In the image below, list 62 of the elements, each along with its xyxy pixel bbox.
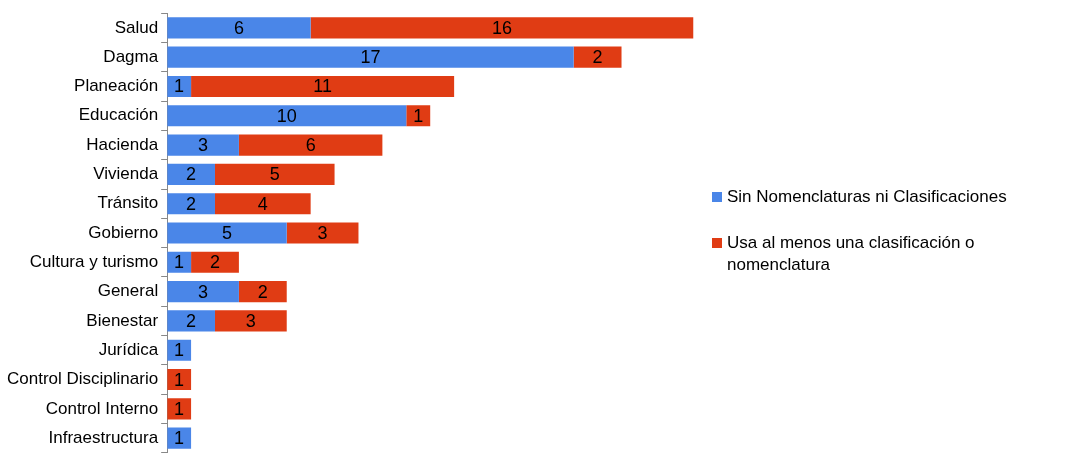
data-label: 3 xyxy=(317,222,328,243)
y-tick-label: Vivienda xyxy=(93,164,159,184)
data-label: 1 xyxy=(174,369,185,390)
bar xyxy=(167,193,215,215)
bar xyxy=(167,46,574,68)
bar xyxy=(214,163,335,185)
data-label: 1 xyxy=(174,428,185,449)
data-label: 1 xyxy=(174,340,185,361)
data-label: 5 xyxy=(221,222,232,243)
data-label: 6 xyxy=(233,17,244,38)
y-tick-label: Gobierno xyxy=(88,222,159,242)
data-label: 3 xyxy=(245,310,256,331)
bar xyxy=(167,17,311,39)
y-tick-label: Bienestar xyxy=(86,310,159,330)
y-tick-label: Hacienda xyxy=(86,134,159,154)
y-tick-label: Cultura y turismo xyxy=(29,251,159,271)
data-label: 2 xyxy=(209,252,220,273)
legend-label: Sin Nomenclaturas ni Clasificaciones xyxy=(727,186,1007,208)
data-label: 2 xyxy=(186,164,197,185)
data-label: 10 xyxy=(276,105,297,126)
data-label: 3 xyxy=(198,281,209,302)
data-label: 2 xyxy=(257,281,268,302)
bar xyxy=(167,134,239,156)
bar xyxy=(167,222,287,244)
legend-label: Usa al menos una clasificación o nomenclatura xyxy=(727,232,976,276)
bar xyxy=(191,251,239,273)
y-tick-label: Educación xyxy=(78,105,159,125)
data-label: 4 xyxy=(257,193,268,214)
bar xyxy=(214,310,287,332)
data-label: 5 xyxy=(269,164,280,185)
bar xyxy=(167,105,407,127)
data-label: 1 xyxy=(174,398,185,419)
bar xyxy=(167,310,215,332)
data-label: 1 xyxy=(413,105,424,126)
y-tick-label: Salud xyxy=(114,17,159,37)
data-label: 11 xyxy=(313,76,332,97)
data-label: 6 xyxy=(305,135,316,156)
bar xyxy=(286,222,359,244)
y-tick-label: Planeación xyxy=(74,76,159,96)
bar xyxy=(167,163,215,185)
bar xyxy=(238,281,287,303)
data-label: 1 xyxy=(174,252,185,273)
data-label: 2 xyxy=(186,310,197,331)
y-tick-label: Dagma xyxy=(103,46,159,66)
y-tick-label: Tránsito xyxy=(97,193,159,213)
data-label: 2 xyxy=(592,47,603,68)
bar xyxy=(238,134,383,156)
data-label: 16 xyxy=(491,17,512,38)
y-tick-label: General xyxy=(97,281,159,301)
data-label: 2 xyxy=(186,193,197,214)
data-label: 1 xyxy=(174,76,185,97)
y-tick-label: Jurídica xyxy=(98,339,159,359)
bar xyxy=(191,75,455,98)
bar xyxy=(167,281,239,303)
data-label: 3 xyxy=(198,135,209,156)
bar xyxy=(310,17,694,39)
bar xyxy=(214,193,311,215)
y-tick-label: Control Disciplinario xyxy=(6,369,159,389)
y-tick-label: Infraestructura xyxy=(48,427,159,447)
y-tick-label: Control Interno xyxy=(45,398,159,418)
data-label: 17 xyxy=(360,47,381,68)
bar xyxy=(573,46,622,68)
